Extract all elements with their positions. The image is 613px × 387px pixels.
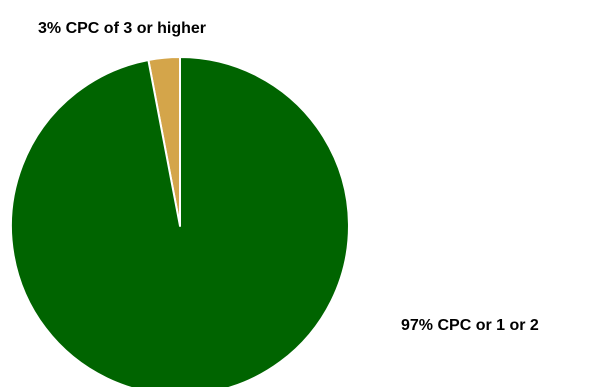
- slice-label-cpc-1-or-2: 97% CPC or 1 or 2: [401, 317, 539, 334]
- slice-label-cpc-3-or-higher: 3% CPC of 3 or higher: [38, 20, 206, 37]
- pie-slices: [9, 55, 350, 387]
- pie-slice-cpc-1-or-2: [9, 56, 350, 387]
